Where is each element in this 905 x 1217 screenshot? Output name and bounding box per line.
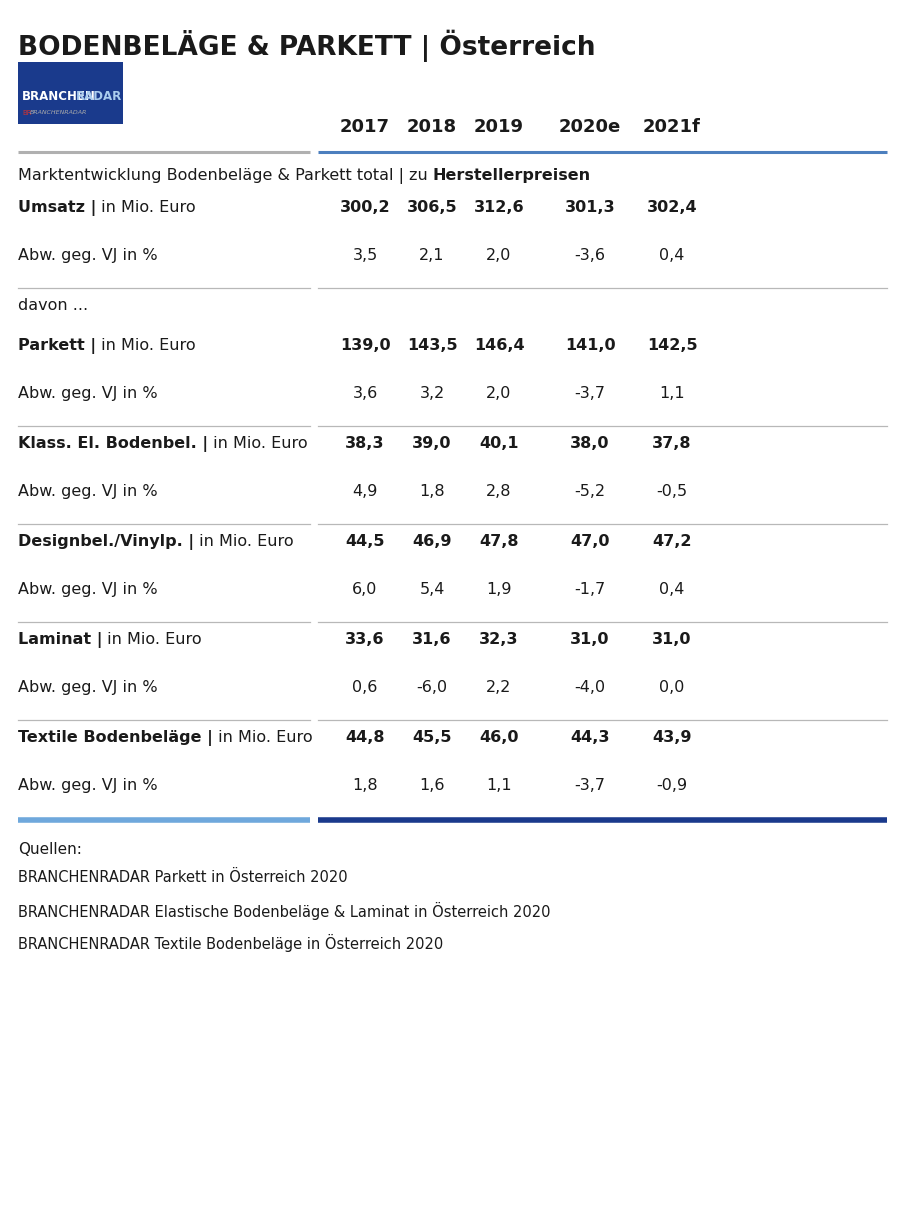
Text: in Mio. Euro: in Mio. Euro (208, 436, 308, 452)
Text: 2019: 2019 (474, 118, 524, 136)
Text: 2,2: 2,2 (486, 680, 511, 695)
Text: 47,0: 47,0 (570, 534, 610, 549)
Text: 3,2: 3,2 (419, 386, 444, 400)
Text: 33,6: 33,6 (345, 632, 385, 647)
Text: 40,1: 40,1 (480, 436, 519, 452)
Text: 38,3: 38,3 (345, 436, 385, 452)
Text: in Mio. Euro: in Mio. Euro (195, 534, 294, 549)
Text: -3,7: -3,7 (575, 778, 605, 793)
Text: 1,8: 1,8 (419, 484, 445, 499)
Text: 2020e: 2020e (559, 118, 621, 136)
Text: -4,0: -4,0 (575, 680, 605, 695)
Text: 142,5: 142,5 (647, 338, 698, 353)
Text: Abw. geg. VJ in %: Abw. geg. VJ in % (18, 582, 157, 598)
Text: in Mio. Euro: in Mio. Euro (96, 200, 196, 215)
Text: 31,6: 31,6 (413, 632, 452, 647)
Text: -1,7: -1,7 (575, 582, 605, 598)
Text: RADAR: RADAR (76, 90, 122, 102)
Bar (18, 62, 123, 124)
Text: Klass. El. Bodenbel. |: Klass. El. Bodenbel. | (18, 436, 208, 452)
Text: 39,0: 39,0 (413, 436, 452, 452)
Text: -3,7: -3,7 (575, 386, 605, 400)
Text: Umsatz |: Umsatz | (18, 200, 96, 215)
Text: 37,8: 37,8 (653, 436, 691, 452)
Text: 2018: 2018 (407, 118, 457, 136)
Text: in Mio. Euro: in Mio. Euro (213, 730, 312, 745)
Text: -0,9: -0,9 (656, 778, 688, 793)
Text: 6,0: 6,0 (352, 582, 377, 598)
Text: 300,2: 300,2 (339, 200, 390, 215)
Text: Quellen:: Quellen: (18, 842, 81, 857)
Text: 2,1: 2,1 (419, 248, 444, 263)
Text: 301,3: 301,3 (565, 200, 615, 215)
Text: Designbel./Vinylp. |: Designbel./Vinylp. | (18, 534, 195, 550)
Text: 43,9: 43,9 (653, 730, 691, 745)
Text: Herstellerpreisen: Herstellerpreisen (433, 168, 591, 183)
Text: 306,5: 306,5 (406, 200, 457, 215)
Text: 4,9: 4,9 (352, 484, 377, 499)
Text: davon ...: davon ... (18, 298, 88, 313)
Text: 3,6: 3,6 (352, 386, 377, 400)
Text: 46,9: 46,9 (413, 534, 452, 549)
Text: 31,0: 31,0 (653, 632, 691, 647)
Text: Marktentwicklung Bodenbeläge & Parkett total | zu: Marktentwicklung Bodenbeläge & Parkett t… (18, 168, 433, 184)
Text: BRANCHENRADAR Textile Bodenbeläge in Österreich 2020: BRANCHENRADAR Textile Bodenbeläge in Öst… (18, 933, 443, 952)
Text: 38,0: 38,0 (570, 436, 610, 452)
Text: 46,0: 46,0 (480, 730, 519, 745)
Text: 141,0: 141,0 (565, 338, 615, 353)
Text: 0,4: 0,4 (660, 582, 685, 598)
Text: Parkett |: Parkett | (18, 338, 96, 354)
Text: 31,0: 31,0 (570, 632, 610, 647)
Text: 47,8: 47,8 (480, 534, 519, 549)
Text: -0,5: -0,5 (656, 484, 688, 499)
Text: 0,6: 0,6 (352, 680, 377, 695)
Text: 32,3: 32,3 (480, 632, 519, 647)
Text: 2021f: 2021f (643, 118, 701, 136)
Text: 146,4: 146,4 (473, 338, 524, 353)
Text: 1,1: 1,1 (659, 386, 685, 400)
Text: Abw. geg. VJ in %: Abw. geg. VJ in % (18, 680, 157, 695)
Text: 3,5: 3,5 (352, 248, 377, 263)
Text: 0,4: 0,4 (660, 248, 685, 263)
Text: Abw. geg. VJ in %: Abw. geg. VJ in % (18, 386, 157, 400)
Text: BODENBELÄGE & PARKETT | Österreich: BODENBELÄGE & PARKETT | Österreich (18, 30, 595, 62)
Text: 302,4: 302,4 (647, 200, 698, 215)
Text: 45,5: 45,5 (413, 730, 452, 745)
Text: 5,4: 5,4 (419, 582, 444, 598)
Text: Abw. geg. VJ in %: Abw. geg. VJ in % (18, 248, 157, 263)
Text: BRANCHEN: BRANCHEN (22, 90, 96, 102)
Text: 2,0: 2,0 (486, 248, 511, 263)
Text: -3,6: -3,6 (575, 248, 605, 263)
Text: 139,0: 139,0 (339, 338, 390, 353)
Text: Laminat |: Laminat | (18, 632, 102, 647)
Text: BRANCHENRADAR: BRANCHENRADAR (30, 111, 88, 116)
Text: 312,6: 312,6 (473, 200, 524, 215)
Text: 44,8: 44,8 (345, 730, 385, 745)
Text: BRANCHENRADAR Elastische Bodenbeläge & Laminat in Österreich 2020: BRANCHENRADAR Elastische Bodenbeläge & L… (18, 902, 550, 920)
Text: in Mio. Euro: in Mio. Euro (96, 338, 195, 353)
Text: 2,8: 2,8 (486, 484, 511, 499)
Text: in Mio. Euro: in Mio. Euro (102, 632, 202, 647)
Text: 2,0: 2,0 (486, 386, 511, 400)
Text: 47,2: 47,2 (653, 534, 691, 549)
Text: BR: BR (22, 110, 32, 116)
Text: 44,3: 44,3 (570, 730, 610, 745)
Text: Textile Bodenbeläge |: Textile Bodenbeläge | (18, 730, 213, 746)
Text: -6,0: -6,0 (416, 680, 448, 695)
Text: 143,5: 143,5 (406, 338, 457, 353)
Text: 1,1: 1,1 (486, 778, 512, 793)
Text: 1,9: 1,9 (486, 582, 511, 598)
Text: BRANCHENRADAR Parkett in Österreich 2020: BRANCHENRADAR Parkett in Österreich 2020 (18, 870, 348, 885)
Text: 0,0: 0,0 (660, 680, 685, 695)
Text: Abw. geg. VJ in %: Abw. geg. VJ in % (18, 484, 157, 499)
Text: Abw. geg. VJ in %: Abw. geg. VJ in % (18, 778, 157, 793)
Text: -5,2: -5,2 (575, 484, 605, 499)
Text: 1,8: 1,8 (352, 778, 377, 793)
Text: 1,6: 1,6 (419, 778, 444, 793)
Text: 2017: 2017 (340, 118, 390, 136)
Text: 44,5: 44,5 (345, 534, 385, 549)
